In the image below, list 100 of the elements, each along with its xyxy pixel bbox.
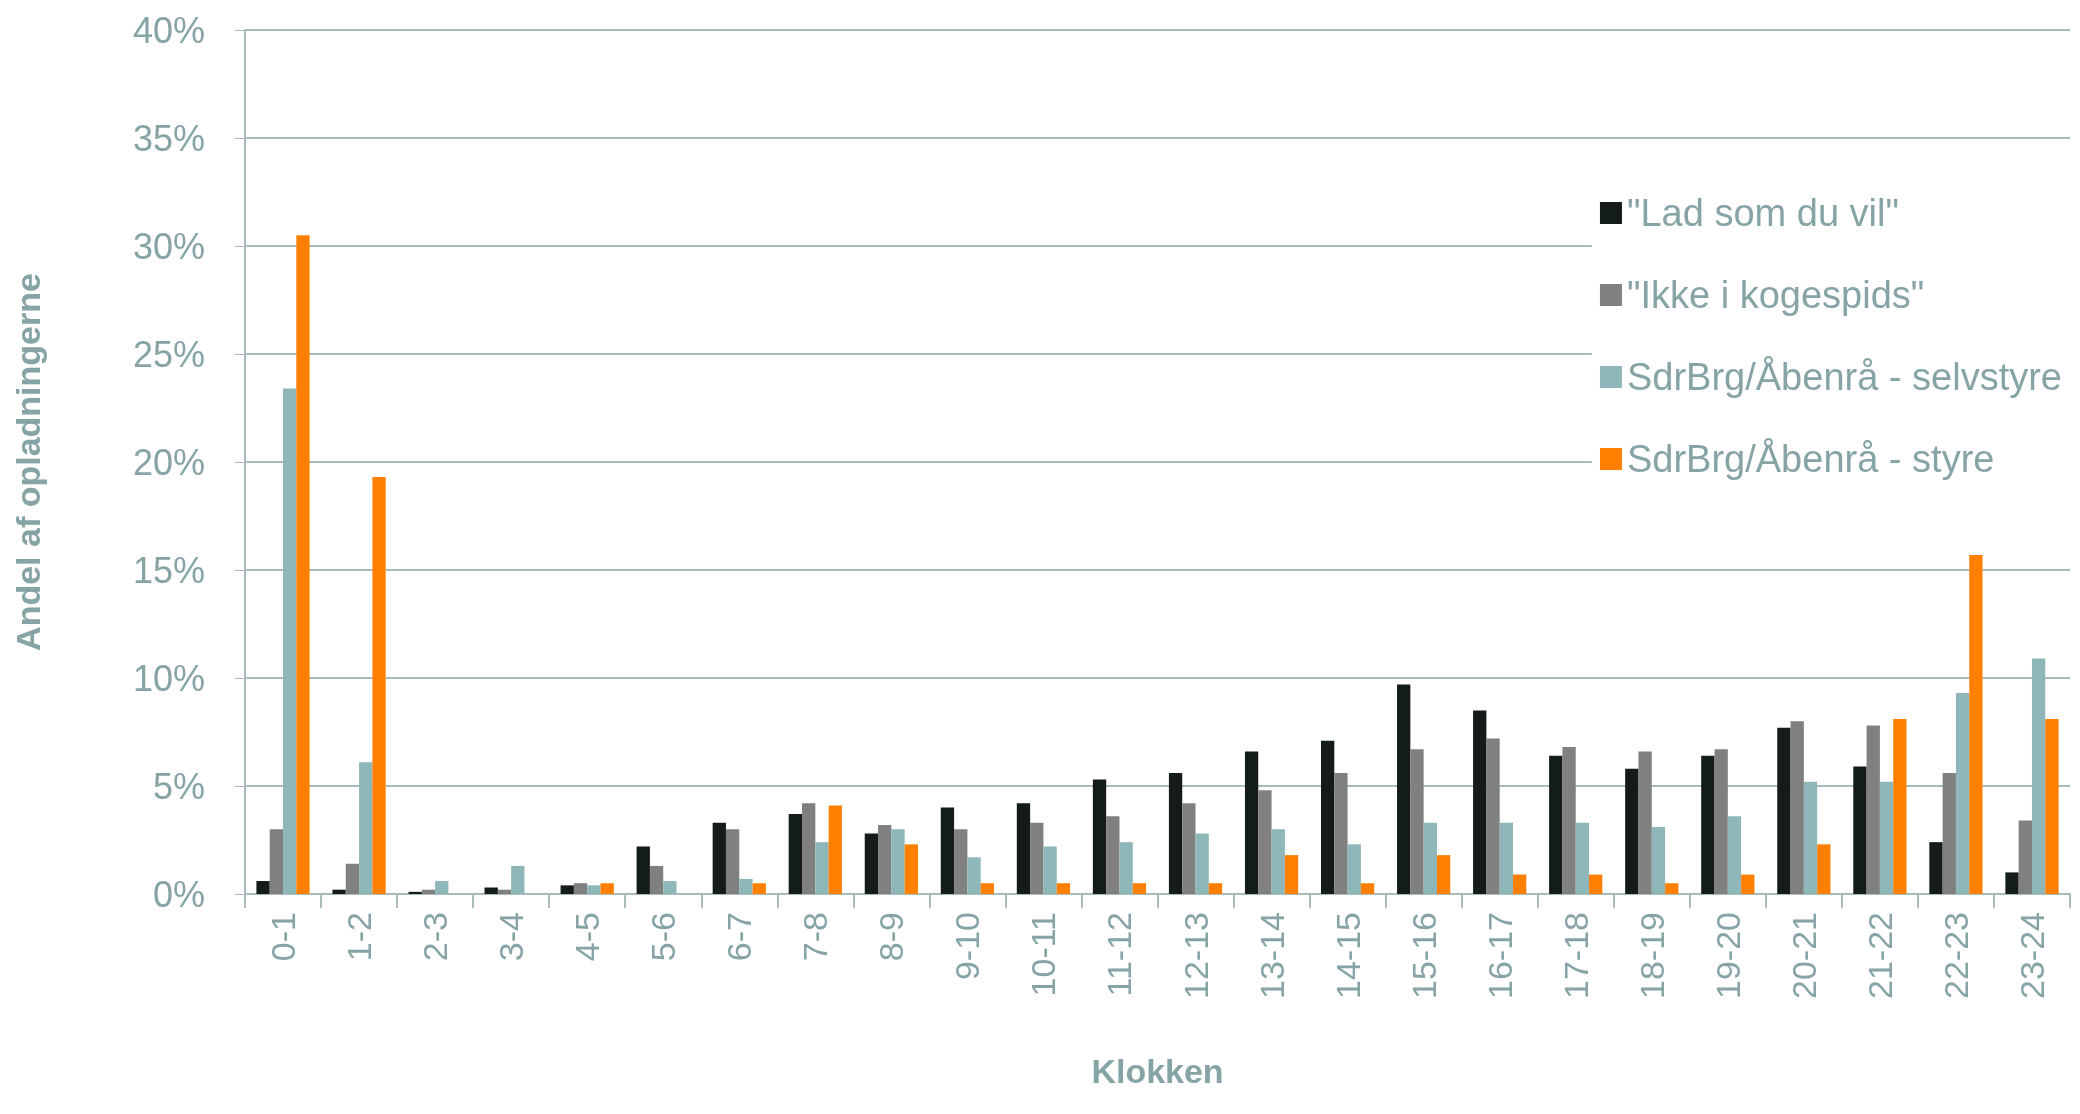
- bar: [511, 865, 525, 894]
- bar: [1423, 822, 1437, 894]
- x-tick-label: 14-15: [1328, 912, 1367, 999]
- y-tick-label: 15%: [132, 549, 205, 591]
- bar: [904, 844, 918, 894]
- bar: [283, 388, 297, 894]
- x-tick-label: 0-1: [264, 912, 303, 962]
- bar: [752, 883, 766, 894]
- x-tick-label: 13-14: [1252, 912, 1291, 999]
- legend-label: "Ikke i kogespids": [1626, 274, 1925, 316]
- bar: [649, 865, 664, 894]
- x-tick-label: 18-19: [1632, 912, 1671, 999]
- x-tick-label: 3-4: [492, 912, 531, 962]
- x-tick-label: 5-6: [644, 912, 683, 962]
- y-tick-label: 10%: [132, 657, 205, 699]
- bar: [980, 883, 995, 894]
- x-tick-label: 1-2: [340, 912, 379, 962]
- bar: [1436, 855, 1451, 894]
- bar: [1866, 725, 1880, 894]
- bar: [1714, 749, 1728, 894]
- bar: [1208, 883, 1223, 894]
- bar: [1575, 822, 1590, 894]
- bar: [1879, 781, 1894, 894]
- legend-label: "Lad som du vil": [1626, 192, 1899, 234]
- x-tick-label: 22-23: [1936, 912, 1975, 999]
- legend-label: SdrBrg/Åbenrå - selvstyre: [1626, 355, 2063, 398]
- bar: [1410, 749, 1424, 894]
- bar: [497, 889, 512, 894]
- bar: [1092, 779, 1107, 894]
- bar: [296, 235, 310, 894]
- x-tick-label: 6-7: [720, 912, 759, 962]
- bar: [1473, 710, 1487, 894]
- bar: [967, 857, 981, 894]
- bar: [788, 814, 803, 894]
- x-tick-label: 11-12: [1100, 912, 1139, 997]
- x-tick-label: 16-17: [1480, 912, 1519, 999]
- bar: [484, 887, 498, 894]
- y-tick-label: 0%: [152, 873, 205, 915]
- bar: [1803, 781, 1818, 894]
- bar: [1955, 693, 1970, 894]
- bar: [940, 807, 955, 894]
- bar: [1271, 829, 1285, 894]
- x-axis-title: Klokken: [1091, 1052, 1224, 1090]
- bar: [815, 842, 829, 894]
- bar: [1258, 790, 1272, 894]
- bar: [1030, 822, 1044, 894]
- bar: [1942, 773, 1956, 894]
- bar: [1893, 719, 1907, 894]
- bar: [435, 881, 449, 894]
- bar: [408, 891, 422, 894]
- bar: [587, 885, 601, 894]
- bar: [1320, 740, 1335, 894]
- bar: [2005, 872, 2019, 894]
- y-axis-title: Andel af opladningerne: [9, 273, 47, 651]
- y-tick-label: 5%: [152, 765, 205, 807]
- y-tick-label: 40%: [132, 9, 205, 51]
- bar: [1741, 874, 1755, 894]
- bar: [1056, 883, 1071, 894]
- y-tick-label: 20%: [132, 441, 205, 483]
- y-tick-label: 25%: [132, 333, 205, 375]
- bar: [725, 829, 740, 894]
- bar: [878, 824, 892, 894]
- bar: [345, 863, 360, 894]
- bar: [1334, 773, 1348, 894]
- bar: [2018, 820, 2032, 894]
- x-tick-label: 8-9: [872, 912, 911, 962]
- bar: [1625, 768, 1639, 894]
- x-tick-label: 19-20: [1708, 912, 1747, 999]
- bar: [1929, 842, 1943, 894]
- bar: [1244, 751, 1259, 894]
- x-tick-label: 20-21: [1784, 912, 1823, 999]
- bar: [1360, 883, 1375, 894]
- bar: [1777, 727, 1791, 894]
- bar: [1016, 803, 1031, 894]
- bar: [1817, 844, 1831, 894]
- y-tick-label: 35%: [132, 117, 205, 159]
- bar: [2045, 719, 2059, 894]
- bar: [739, 878, 753, 894]
- bar: [663, 881, 677, 894]
- x-tick-label: 7-8: [796, 912, 835, 962]
- bar: [1043, 846, 1057, 894]
- bar: [1665, 883, 1679, 894]
- bar: [1195, 833, 1209, 894]
- bar: [712, 822, 726, 894]
- bar: [1182, 803, 1196, 894]
- bar: [1119, 842, 1133, 894]
- bar: [421, 889, 436, 894]
- bar: [1701, 755, 1715, 894]
- bar: [1132, 883, 1147, 894]
- x-tick-label: 4-5: [568, 912, 607, 962]
- bar: [636, 846, 650, 894]
- x-tick-label: 23-24: [2012, 912, 2051, 999]
- bar: [1347, 844, 1361, 894]
- bar: [359, 762, 373, 894]
- x-tick-label: 9-10: [948, 912, 987, 981]
- y-tick-label: 30%: [132, 225, 205, 267]
- bar: [2031, 658, 2046, 894]
- x-tick-label: 10-11: [1024, 912, 1063, 997]
- bar: [269, 829, 284, 894]
- bar: [256, 881, 270, 894]
